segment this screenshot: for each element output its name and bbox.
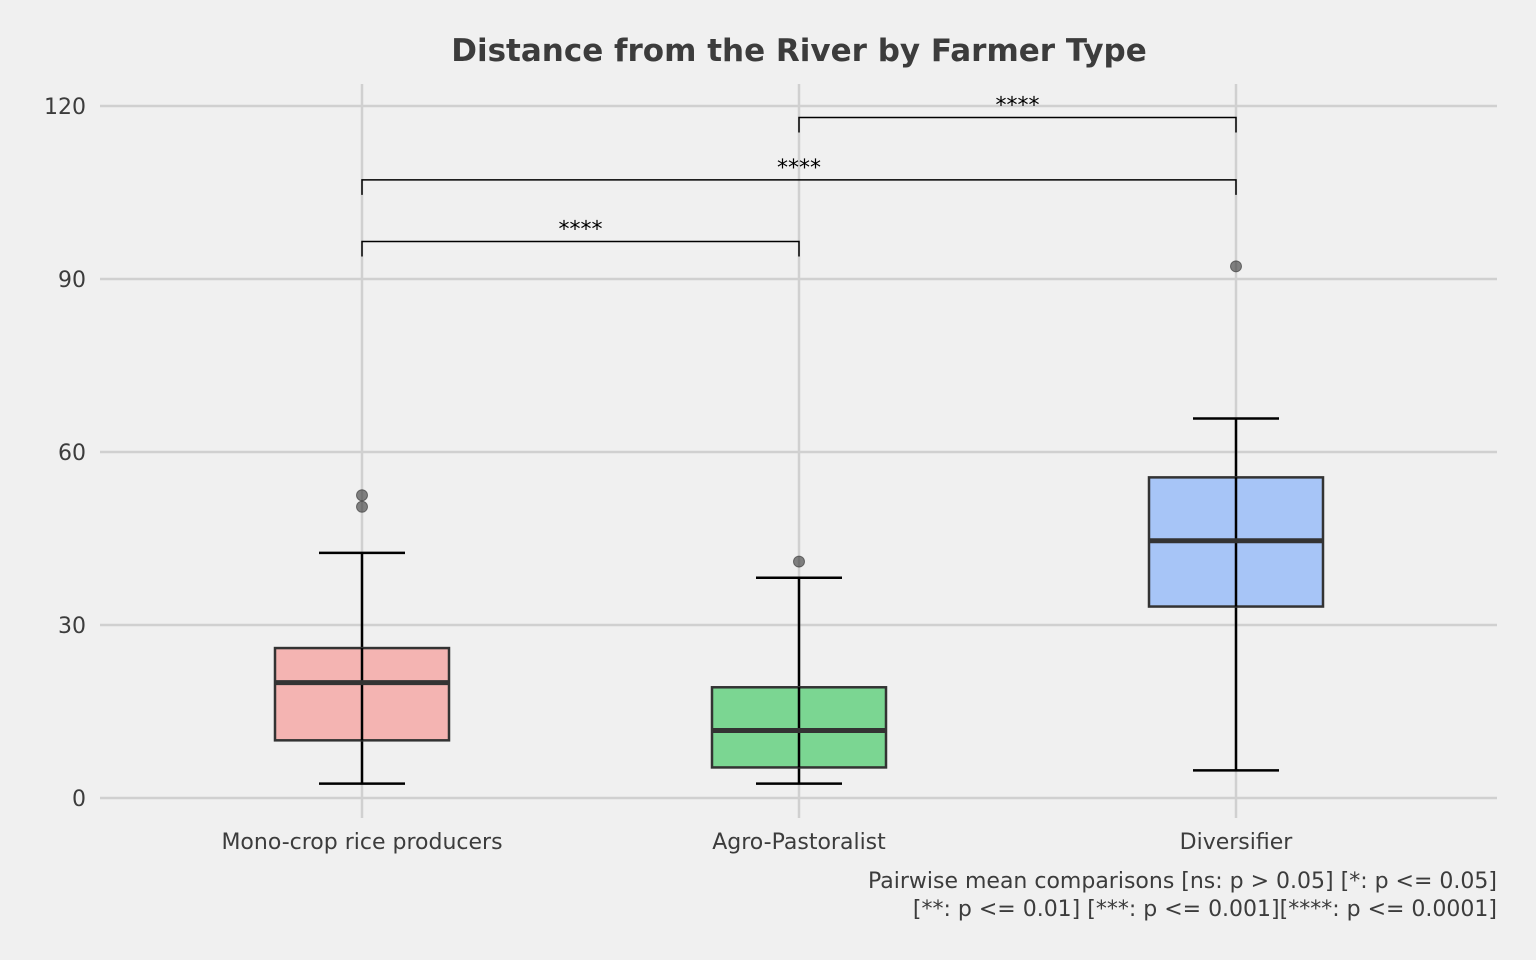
significance-label: **** [996,94,1040,119]
significance-brackets: **** **** **** [361,94,1237,257]
x-tick-label: Diversifier [1180,830,1294,855]
x-axis-tick-labels: Mono-crop rice producers Agro-Pastoralist… [221,830,1293,855]
bracket-line [361,179,1237,195]
y-axis-tick-labels: 0 30 60 90 120 [44,95,86,812]
caption-line-1: Pairwise mean comparisons [ns: p > 0.05]… [868,869,1497,894]
bracket-line [798,116,1237,133]
y-tick-label: 0 [72,787,86,812]
y-tick-label: 30 [58,614,86,639]
x-tick-label: Mono-crop rice producers [221,830,502,855]
box-series [273,260,1325,785]
box-group [1147,260,1325,772]
x-tick-label: Agro-Pastoralist [712,830,886,855]
caption: Pairwise mean comparisons [ns: p > 0.05]… [868,869,1497,922]
caption-line-2: [**: p <= 0.01] [***: p <= 0.001][****: … [913,897,1497,922]
outlier-point [1230,260,1242,273]
outlier-point [356,500,368,513]
outlier-point [356,489,368,502]
y-tick-label: 120 [44,95,86,120]
chart-title: Distance from the River by Farmer Type [451,33,1147,69]
y-tick-label: 90 [58,268,86,293]
significance-label: **** [777,156,821,181]
comparison-bracket: **** [361,218,800,257]
box-group [273,489,451,785]
comparison-bracket: **** [798,94,1237,133]
bracket-line [361,240,800,257]
significance-label: **** [559,218,603,243]
box-group [710,555,888,785]
y-tick-label: 60 [58,441,86,466]
comparison-bracket: **** [361,156,1237,195]
grid-lines [100,84,1497,818]
outlier-point [793,555,805,568]
